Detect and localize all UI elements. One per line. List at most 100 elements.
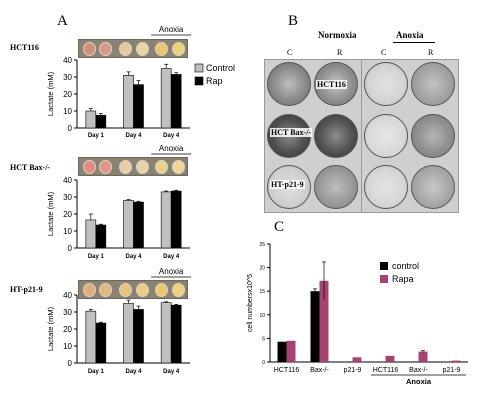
medium-photo-strip-hct116 <box>78 39 188 58</box>
sub-c-anoxia: C <box>381 48 387 57</box>
bar <box>319 280 329 362</box>
col-label-normoxia: Normoxia <box>318 30 357 40</box>
bar <box>170 74 182 129</box>
bar <box>133 84 144 129</box>
panel-a-row-label-bax: HCT Bax-/- <box>10 163 51 172</box>
y-tick-label: 20 <box>259 266 265 272</box>
bar <box>160 68 172 129</box>
legend-swatch <box>194 63 204 73</box>
anoxia-annotation: Anoxia <box>159 267 184 276</box>
y-tick-label: 0 <box>68 359 73 368</box>
y-tick-label: 0 <box>262 360 265 366</box>
well-p21-anoxia-control <box>364 165 408 209</box>
legend-swatch <box>380 262 388 270</box>
bar <box>277 341 287 362</box>
well-hct116-anoxia-control <box>364 62 408 106</box>
bar <box>85 219 97 249</box>
x-tick-label: Day 1 <box>88 133 105 139</box>
bar <box>170 304 182 364</box>
well-bax-normoxia-rap <box>314 114 358 158</box>
legend-swatch <box>380 275 388 283</box>
bar <box>85 310 97 364</box>
y-tick-label: 40 <box>63 176 72 185</box>
well-p21-anoxia-rap <box>411 165 455 209</box>
y-axis-label: Lactate (mM) <box>46 191 55 236</box>
panel-a-row-label-p21: HT-p21-9 <box>10 285 43 294</box>
sub-r-anoxia: R <box>428 48 434 57</box>
x-tick-label: Day 4 <box>125 254 142 260</box>
x-tick-label: p21-9 <box>443 367 461 374</box>
bar <box>133 309 144 364</box>
x-tick-label: HCT116 <box>274 367 300 374</box>
x-tick-label: Day 4 <box>163 254 180 260</box>
x-tick-label: Bax-/- <box>310 367 329 374</box>
y-tick-label: 25 <box>259 242 265 248</box>
plate-row-label-hct116: HCT116 <box>316 80 347 89</box>
legend-label: Rapa <box>392 274 414 284</box>
y-tick-label: 20 <box>63 210 72 219</box>
x-tick-label: Day 4 <box>125 133 142 139</box>
col-label-anoxia: Anoxia <box>396 30 424 40</box>
bar <box>95 322 107 364</box>
legend-label: Rap <box>206 76 223 86</box>
y-tick-label: 5 <box>262 336 265 342</box>
y-tick-label: 15 <box>259 289 265 295</box>
bar <box>160 191 172 249</box>
y-tick-label: 10 <box>63 107 72 116</box>
well-hct116-anoxia-rap <box>411 62 455 106</box>
well-bax-anoxia-control <box>364 114 408 158</box>
y-tick-label: 10 <box>259 313 265 319</box>
plate-row-label-p21: HT-p21-9 <box>270 180 305 189</box>
bar <box>133 201 144 249</box>
cell-number-chart: 0 5 10 15 20 25 cell numbersx10^5 HCT116 Bax-/- p… <box>247 242 468 386</box>
bar <box>123 200 134 249</box>
y-tick-label: 30 <box>63 308 72 317</box>
y-tick-label: 20 <box>63 325 72 334</box>
well-bax-anoxia-rap <box>411 114 455 158</box>
bar <box>95 114 107 129</box>
y-tick-label: 0 <box>68 124 73 133</box>
bar <box>286 340 296 362</box>
legend-swatch <box>194 76 204 86</box>
lactate-chart-hct116: 0 10 20 30 40 Lactate (mM) Day 1 Day 4 Day 4 Anox… <box>46 25 235 139</box>
panel-c-chart: 0 5 10 15 20 25 cell numbersx10^5 HCT116 Bax-/- p… <box>247 242 468 386</box>
panel-b-letter: B <box>288 13 299 29</box>
bar <box>385 355 395 362</box>
y-tick-label: 30 <box>63 73 72 82</box>
well-hct116-normoxia-control <box>267 62 311 106</box>
plate-row-label-bax: HCT Bax-/- <box>270 128 313 137</box>
bar <box>95 224 107 249</box>
bar <box>123 303 134 364</box>
y-tick-label: 10 <box>63 342 72 351</box>
panel-c-letter: C <box>274 219 285 235</box>
bar <box>352 357 362 362</box>
panel-a-row-label-hct116: HCT116 <box>10 43 39 52</box>
bar <box>310 291 320 362</box>
bar <box>85 110 97 129</box>
lactate-chart-bax: 0 10 20 30 40 Lactate (mM) Day 1 Day 4 Day 4 Anox… <box>46 144 192 260</box>
medium-photo-strip-p21 <box>78 280 188 299</box>
legend-label: control <box>392 261 419 271</box>
panel-a-letter: A <box>57 13 68 29</box>
anoxia-annotation: Anoxia <box>159 144 184 153</box>
legend-label: Control <box>206 63 235 73</box>
x-tick-label: Day 4 <box>125 369 142 375</box>
sub-r-normoxia: R <box>337 48 343 57</box>
bar <box>418 351 428 362</box>
well-p21-normoxia-rap <box>314 165 358 209</box>
panel-a-charts: 0 10 20 30 40 Lactate (mM) Day 1 Day 4 Day 4 Anox… <box>46 25 235 375</box>
medium-photo-strip-bax <box>78 157 188 176</box>
y-axis-label: Lactate (mM) <box>46 306 55 351</box>
y-tick-label: 30 <box>63 193 72 202</box>
sub-c-normoxia: C <box>287 48 293 57</box>
bar <box>160 302 172 364</box>
y-tick-label: 40 <box>63 291 72 300</box>
y-tick-label: 40 <box>63 56 72 65</box>
anoxia-group-label: Anoxia <box>406 377 432 386</box>
bar <box>123 75 134 129</box>
y-tick-label: 0 <box>68 244 73 253</box>
x-tick-label: p21-9 <box>344 367 362 374</box>
x-tick-label: Day 1 <box>88 254 105 260</box>
y-tick-label: 20 <box>63 90 72 99</box>
x-tick-label: Bax-/- <box>409 367 428 374</box>
